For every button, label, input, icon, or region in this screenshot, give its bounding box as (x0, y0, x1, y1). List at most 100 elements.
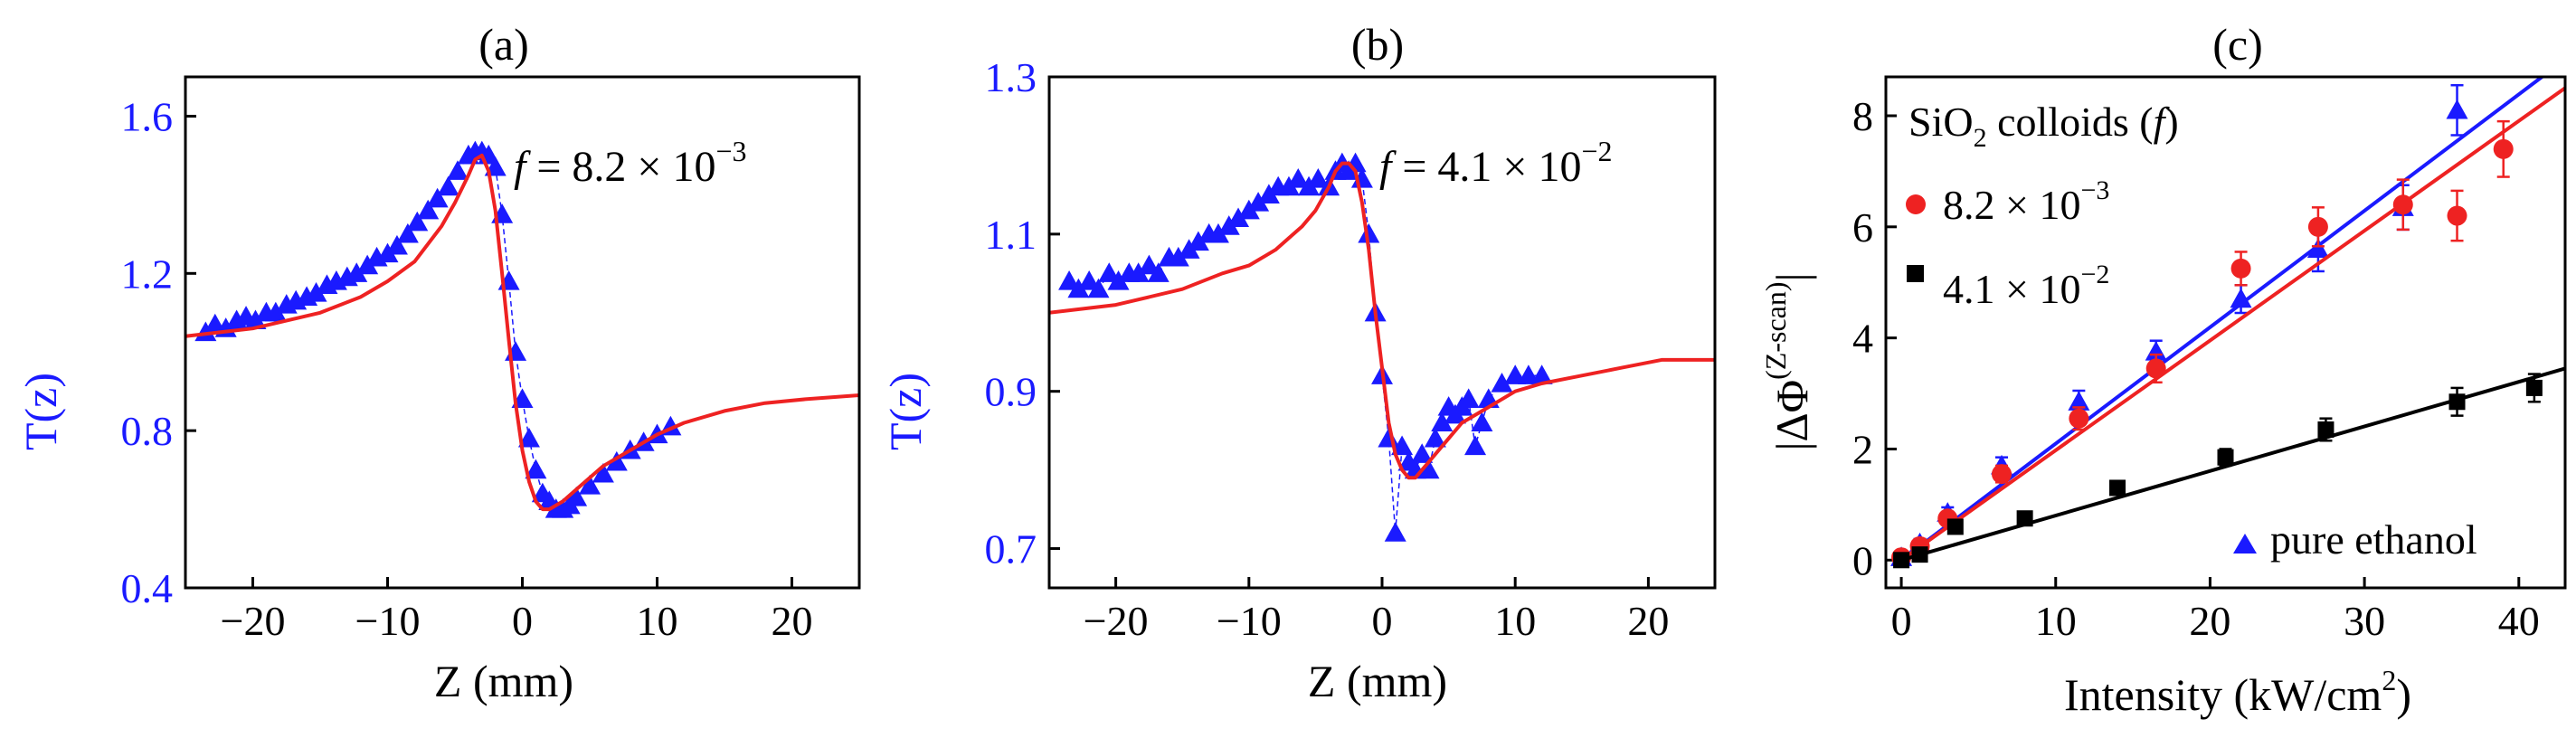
panel-b-annotation-exp: −2 (1581, 135, 1612, 167)
panel-c-xtick-label: 0 (1891, 598, 1912, 644)
panel-a-series-0-point (525, 459, 547, 479)
panel-b-xtick-label: 10 (1494, 598, 1536, 644)
legend-marker-circle (1906, 194, 1926, 214)
legend-title-sub: 2 (1974, 123, 1987, 153)
legend-title-end: ) (2164, 99, 2178, 145)
panel-b-series-0-point (1530, 364, 1553, 384)
panel-a-xtick-label: −10 (355, 598, 421, 644)
panel-a-series-0-point (565, 487, 588, 506)
panel-b-series-0-point (1078, 270, 1101, 290)
panel-c-ylabel-end: | (1766, 272, 1817, 281)
panel-a-series-0-point (437, 175, 459, 196)
panel-b-series-0-point (1127, 262, 1150, 282)
panel-c-xtick-label: 30 (2344, 598, 2385, 644)
panel-b-series-0-point (1358, 222, 1380, 243)
panel-b-series-0-point (1167, 246, 1189, 267)
panel-a-series-0-point (244, 309, 267, 330)
panel-a-series-0-point (426, 187, 449, 208)
panel-b: (b) T(z) Z (mm) f = 4.1 × 10−2 (880, 19, 1613, 706)
panel-a-annotation: f = 8.2 × 10−3 (514, 135, 747, 191)
panel-b-series-0-point (1417, 459, 1440, 479)
panel-b-series-0-point (1087, 278, 1110, 298)
panel-c-series-2-point (2448, 393, 2466, 411)
panel-c-series-1-point (2307, 216, 2328, 237)
legend-entry-1-eq: 8.2 × 10 (1943, 182, 2080, 228)
panel-c-xlabel: Intensity (kW/cm2) (2064, 664, 2411, 720)
panel-c-ylabel: |ΔΦ(Z-scan)| (1759, 272, 1817, 450)
panel-b-ytick-label: 1.1 (985, 212, 1037, 258)
legend-entry-2-eq: 4.1 × 10 (1943, 266, 2080, 312)
panel-c-series-1-point (2392, 194, 2413, 215)
panel-c-series-2-point (2317, 421, 2334, 438)
panel-b-series-0-point (1471, 412, 1493, 432)
panel-b-series-0-point (1424, 427, 1446, 448)
panel-c-frame (1884, 75, 2567, 590)
panel-c-series-2-point (1946, 518, 1964, 535)
panel-a-series-0-point (579, 475, 601, 495)
panel-a-annotation-exp: −3 (715, 135, 746, 167)
panel-b-frame (1047, 75, 1717, 590)
panel-a-series-1-fit-curve (185, 153, 859, 512)
panel-b-ylabel: T(z) (880, 373, 931, 450)
panel-a-ylabel: T(z) (15, 373, 66, 450)
panel-b-ytick-label: 0.9 (985, 369, 1037, 415)
panel-b-series-0-point (1067, 278, 1090, 298)
panel-c-series-1-point (2069, 408, 2089, 429)
panel-c-xlabel-end: ) (2396, 669, 2411, 720)
panel-b-series-0-point (1457, 388, 1480, 408)
panel-c-series-1-point (2230, 258, 2251, 279)
panel-c-ylabel-main: |ΔΦ (1766, 380, 1817, 451)
panel-a-data (185, 140, 859, 518)
legend-entry-1: 8.2 × 10−3 (1943, 175, 2109, 228)
panel-c-plot: 0 10 20 30 40 0 2 4 6 8 (1852, 75, 2567, 644)
panel-b-series-0-point (1058, 270, 1081, 290)
panel-b-series-0-point (1247, 192, 1270, 212)
panel-c-data (1890, 77, 2565, 569)
panel-c-ytick-label: 4 (1852, 316, 1873, 362)
panel-b-series-0-point (1138, 254, 1160, 275)
panel-a-series-0-point (346, 262, 368, 282)
panel-a-xlabel: Z (mm) (434, 656, 573, 706)
panel-b-xtick-label: 20 (1627, 598, 1669, 644)
panel-c-series-2-point (1911, 546, 1928, 563)
panel-c-series-1-fit-line (1899, 86, 2565, 562)
panel-a-series-0-point (605, 450, 628, 471)
panel-b-series-0-point (1287, 168, 1310, 188)
panel-c-series-0-point (2306, 238, 2329, 258)
panel-a-series-0-point (417, 199, 440, 220)
panel-b-series-0-point (1464, 435, 1487, 456)
legend-title-sio: SiO (1908, 99, 1974, 145)
legend-title: SiO2 colloids (f) (1908, 99, 2179, 153)
panel-c-xlabel-sup: 2 (2382, 664, 2396, 696)
panel-c-ytick-label: 8 (1852, 93, 1873, 139)
legend-marker-triangle (2233, 534, 2257, 554)
panel-a-annotation-eq: = 8.2 × 10 (526, 143, 715, 191)
panel-a-ytick-label: 1.2 (121, 251, 174, 297)
panel-c-ytick-label: 6 (1852, 204, 1873, 251)
panel-b-series-1-fit-curve (1049, 161, 1715, 480)
panel-c-series-1-point (2145, 358, 2166, 379)
panel-c-series-0-point (2230, 288, 2252, 308)
panel-a-ytick-label: 0.8 (121, 408, 174, 454)
panel-a-series-0-point (446, 160, 469, 180)
panel-c-title: (c) (2212, 19, 2263, 70)
legend-title-rest: colloids ( (1987, 99, 2154, 145)
panel-b-xtick-label: 0 (1372, 598, 1393, 644)
panel-c-series-0-point (2446, 99, 2468, 119)
panel-b-series-0-point (1227, 207, 1250, 228)
panel-b-series-0-point (1431, 412, 1454, 432)
panel-b-series-0-point (1207, 222, 1229, 243)
panel-c-series-2-point (2525, 379, 2543, 396)
panel-a-series-0-point (406, 211, 429, 232)
panel-b-series-0-point (1187, 231, 1209, 251)
panel-c: (c) |ΔΦ(Z-scan)| Intensity (kW/cm2) SiO2… (1759, 19, 2477, 720)
panel-c-series-0-point (2068, 391, 2090, 411)
panel-c-series-1-point (1992, 464, 2012, 485)
legend-entry-2: 4.1 × 10−2 (1943, 260, 2109, 312)
panel-a-plot: −20 −10 0 10 20 0.4 0.8 1.2 1.6 (121, 75, 861, 644)
panel-b-xtick-label: −20 (1084, 598, 1149, 644)
panel-c-series-2-point (2016, 510, 2033, 527)
panel-a-ytick-label: 0.4 (121, 565, 174, 611)
panel-c-series-0-fit-line (1899, 77, 2543, 562)
